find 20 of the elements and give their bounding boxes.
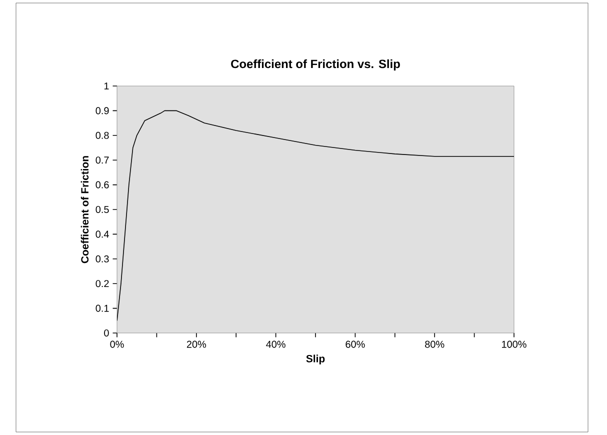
x-tick-label: 80% bbox=[425, 340, 444, 348]
chart-title: Coefficient of Friction vs. Slip bbox=[231, 59, 400, 71]
y-tick-label: 1 bbox=[104, 82, 109, 90]
y-tick-label: 0.6 bbox=[96, 181, 109, 188]
y-tick-label: 0 bbox=[104, 329, 109, 337]
y-tick-label: 0.9 bbox=[96, 107, 109, 114]
x-tick-label: 100% bbox=[502, 340, 526, 348]
x-axis-title: Slip bbox=[306, 354, 325, 364]
y-tick-label: 0.3 bbox=[96, 255, 109, 262]
y-axis-title: Coefficient of Friction bbox=[80, 156, 89, 264]
y-tick-label: 0.5 bbox=[96, 206, 109, 214]
y-tick-label: 0.1 bbox=[96, 304, 109, 312]
y-tick-label: 0.7 bbox=[96, 156, 109, 164]
y-tick-label: 0.8 bbox=[96, 132, 109, 139]
x-tick-label: 60% bbox=[346, 340, 365, 348]
y-tick-label: 0.4 bbox=[96, 230, 109, 238]
x-tick-label: 40% bbox=[266, 340, 286, 348]
x-tick-label: 20% bbox=[186, 340, 206, 348]
x-tick-label: 0% bbox=[110, 340, 124, 348]
y-tick-label: 0.2 bbox=[96, 280, 109, 288]
